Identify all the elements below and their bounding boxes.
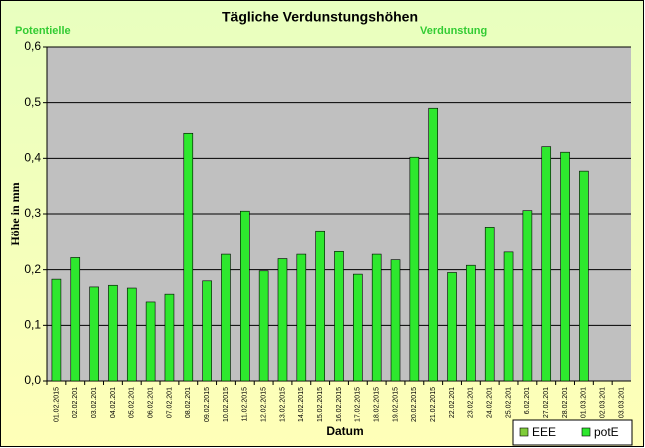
x-tick-label: 15.02.2015	[317, 387, 324, 422]
x-tick-label: 25.02.201	[505, 387, 512, 418]
x-tick-label: 16.02.2015	[336, 387, 343, 422]
x-tick-label: 27.02.201	[543, 387, 550, 418]
x-tick-label: 17.02.2015	[355, 387, 362, 422]
bar	[522, 210, 533, 382]
legend-swatch	[581, 427, 591, 437]
x-tick-label: 14.02.2015	[298, 387, 305, 422]
legend-box	[512, 419, 633, 446]
bar	[70, 257, 81, 382]
x-tick-label: 06.02.201	[147, 387, 154, 418]
bar	[428, 107, 438, 382]
x-tick-label: 01.03.201	[581, 387, 588, 418]
bar	[202, 280, 212, 382]
y-tick-label: 0,0	[24, 373, 41, 387]
bar	[447, 272, 457, 382]
bar	[541, 146, 552, 382]
bar	[371, 253, 382, 382]
x-tick-label: 18.02.2015	[374, 387, 381, 422]
legend: EEE potE	[512, 419, 633, 446]
bar	[221, 253, 231, 382]
x-tick-label: 23.02.201	[468, 387, 475, 418]
bar	[108, 284, 118, 382]
y-tick-label: 0,4	[24, 151, 41, 165]
bar	[334, 250, 344, 382]
x-tick-label: 05.02.201	[129, 387, 136, 418]
y-axis-label: Höhe in mm	[8, 182, 22, 245]
x-tick-label: 28.02.201	[562, 387, 569, 418]
x-tick-label: 02.02.201	[72, 387, 79, 418]
x-tick-label: 03.03.201	[618, 387, 625, 418]
bar	[315, 230, 325, 382]
legend-label: potE	[594, 425, 619, 439]
bar	[258, 270, 269, 382]
x-tick-label: 21.02.2015	[430, 387, 437, 422]
x-tick-label: 11.02.2015	[242, 387, 249, 422]
bar	[466, 264, 476, 382]
bar	[296, 253, 307, 382]
x-tick-label: 03.02.201	[91, 387, 98, 418]
x-tick-label: 6.02.201	[524, 387, 531, 414]
legend-swatch	[519, 427, 529, 437]
y-tick-label: 0,2	[24, 262, 41, 276]
bar	[145, 301, 156, 382]
x-tick-label: 22.02.201	[449, 387, 456, 418]
annotation: Potentielle	[15, 25, 71, 37]
bar	[353, 273, 363, 382]
annotation: Verdunstung	[420, 25, 487, 37]
bar	[240, 210, 250, 382]
y-tick-label: 0,3	[24, 206, 41, 220]
y-tick-label: 0,1	[24, 318, 41, 332]
x-tick-label: 20.02.2015	[411, 387, 418, 422]
y-tick-label: 0,5	[24, 95, 41, 109]
chart-title: Tägliche Verdunstungshöhen	[222, 9, 418, 25]
bar	[390, 259, 401, 382]
legend-label: EEE	[532, 425, 556, 439]
bar	[503, 251, 514, 382]
y-tick-label: 0,6	[24, 39, 41, 53]
x-tick-label: 02.03.201	[600, 387, 607, 418]
x-axis-label: Datum	[326, 424, 363, 438]
x-tick-label: 13.02.2015	[279, 387, 286, 422]
x-tick-label: 24.02.201	[487, 387, 494, 418]
bar	[164, 293, 175, 382]
x-tick-label: 10.02.2015	[223, 387, 230, 422]
bar	[579, 170, 589, 382]
bar	[277, 258, 288, 382]
bar	[51, 278, 62, 382]
bar	[126, 287, 137, 382]
x-tick-label: 09.02.2015	[204, 387, 211, 422]
x-tick-label: 04.02.201	[110, 387, 117, 418]
bar	[409, 156, 420, 382]
bar	[89, 286, 99, 382]
x-tick-label: 07.02.201	[166, 387, 173, 418]
x-tick-label: 12.02.2015	[260, 387, 267, 422]
bar	[560, 151, 570, 382]
x-tick-label: 19.02.2015	[392, 387, 399, 422]
x-tick-label: 08.02.201	[185, 387, 192, 418]
bar	[484, 227, 495, 382]
x-tick-label: 01.02.2015	[53, 387, 60, 422]
bar	[183, 132, 194, 382]
